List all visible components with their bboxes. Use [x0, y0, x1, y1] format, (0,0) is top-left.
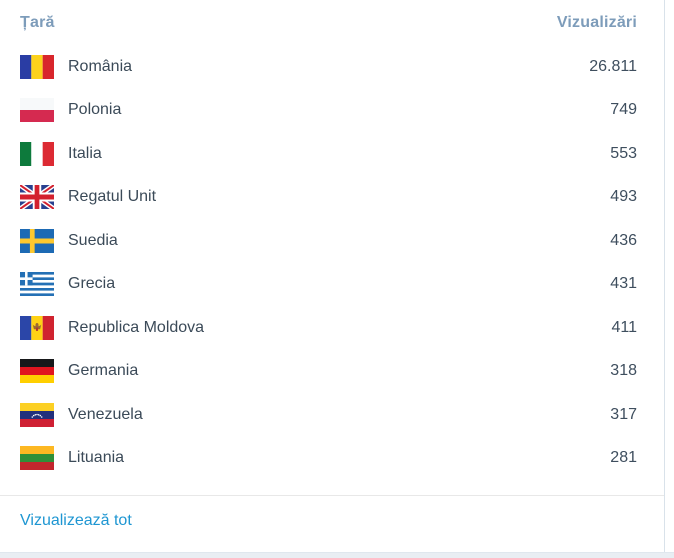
table-row: Regatul Unit 493: [20, 176, 637, 220]
views-count: 411: [611, 318, 637, 336]
country-name: Venezuela: [68, 405, 143, 423]
gr-flag-icon: [20, 272, 54, 297]
lt-flag-icon: [20, 446, 54, 471]
views-column-header: Vizualizări: [556, 13, 637, 31]
table-row: Republica Moldova 411: [20, 306, 637, 350]
table-row: Italia 553: [20, 132, 637, 176]
footer-divider: [0, 495, 664, 496]
views-count: 318: [610, 362, 637, 380]
view-all-link[interactable]: Vizualizează tot: [20, 512, 132, 529]
it-flag-icon: [20, 141, 54, 166]
country-name: România: [68, 57, 133, 75]
gb-flag-icon: [20, 185, 54, 210]
views-count: 317: [610, 405, 637, 423]
country-column-header: Țară: [20, 13, 55, 31]
views-count: 436: [610, 231, 637, 249]
country-table-body: România 26.811 Polonia 749 Italia 553 Re…: [20, 45, 637, 480]
table-row: Polonia 749: [20, 89, 637, 133]
views-count: 281: [610, 449, 637, 467]
country-name: Republica Moldova: [68, 318, 205, 336]
se-flag-icon: [20, 228, 54, 253]
table-row: România 26.811: [20, 45, 637, 89]
views-count: 749: [610, 101, 637, 119]
views-count: 553: [610, 144, 637, 162]
country-name: Polonia: [68, 101, 122, 119]
country-name: Lituania: [68, 449, 125, 467]
views-count: 493: [610, 188, 637, 206]
country-name: Suedia: [68, 231, 118, 249]
table-footer: Vizualizează tot: [0, 496, 664, 530]
ve-flag-icon: [20, 402, 54, 427]
table-header-row: Țară Vizualizări: [20, 0, 637, 45]
country-name: Grecia: [68, 275, 116, 293]
country-name: Regatul Unit: [68, 188, 157, 206]
country-views-table: Țară Vizualizări România 26.811 Polonia …: [20, 0, 637, 480]
ro-flag-icon: [20, 54, 54, 79]
views-by-country-card: Țară Vizualizări România 26.811 Polonia …: [0, 0, 665, 552]
md-flag-icon: [20, 315, 54, 340]
table-row: Grecia 431: [20, 263, 637, 307]
page-background-strip: [0, 552, 674, 558]
table-row: Venezuela 317: [20, 393, 637, 437]
table-row: Suedia 436: [20, 219, 637, 263]
pl-flag-icon: [20, 98, 54, 123]
views-count: 431: [610, 275, 637, 293]
de-flag-icon: [20, 359, 54, 384]
country-name: Italia: [68, 144, 102, 162]
table-row: Germania 318: [20, 350, 637, 394]
table-row: Lituania 281: [20, 437, 637, 481]
country-name: Germania: [68, 362, 139, 380]
views-count: 26.811: [589, 57, 637, 75]
